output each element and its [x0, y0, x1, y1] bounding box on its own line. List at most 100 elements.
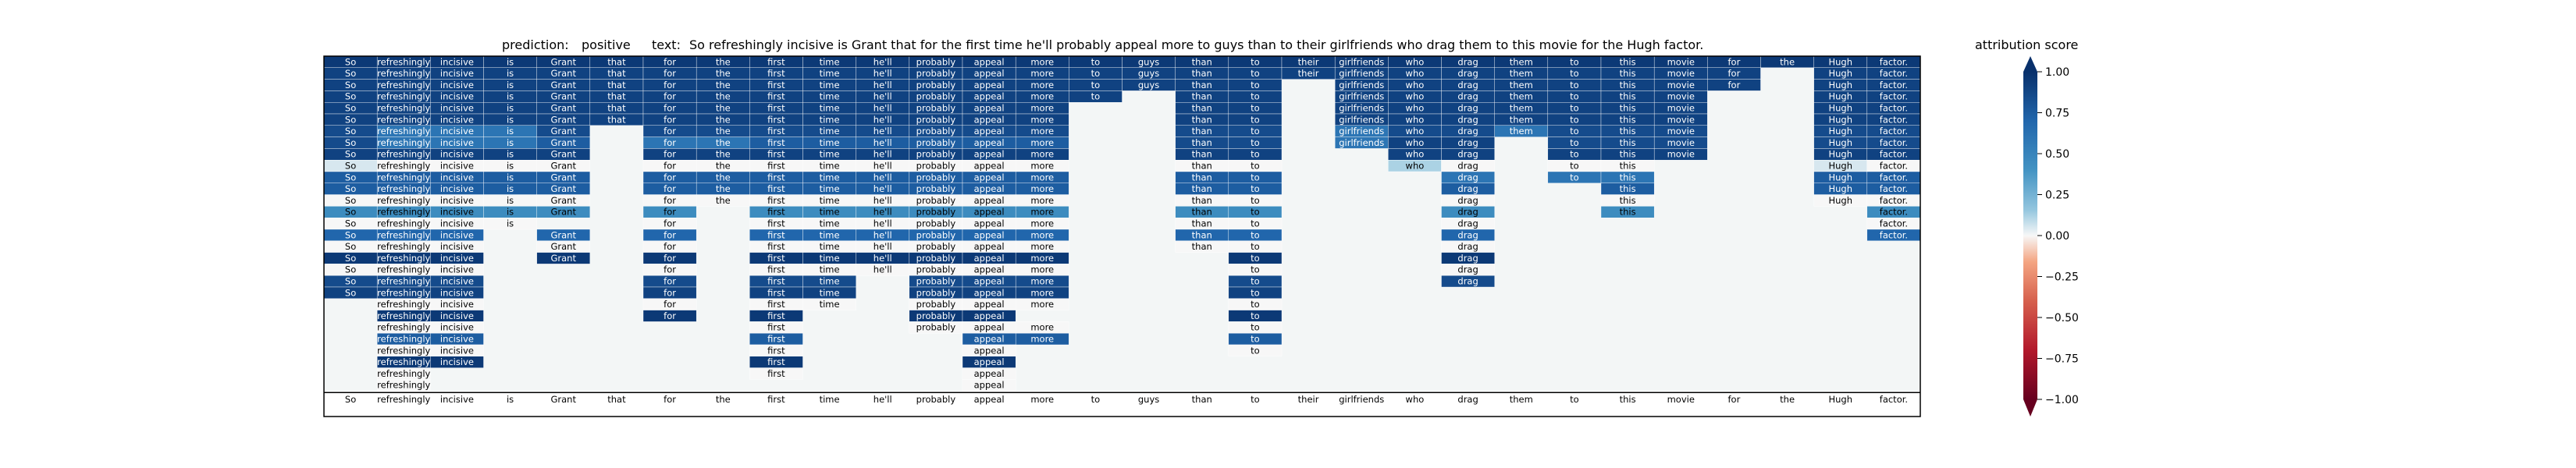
heatmap-cell-label: to — [1251, 183, 1260, 194]
heatmap-cell-label: for — [664, 229, 676, 240]
heatmap-cell-label: probably — [916, 322, 956, 333]
reference-token-label: first — [767, 394, 785, 405]
heatmap-cell-label: for — [664, 114, 676, 125]
heatmap-cell-label: more — [1030, 195, 1054, 206]
colorbar-tick-label: 0.75 — [2045, 108, 2069, 120]
heatmap-cell-label: incisive — [440, 103, 474, 114]
heatmap-cell-label: first — [767, 334, 785, 345]
heatmap-cell-label: to — [1570, 172, 1579, 183]
heatmap-cell-label: more — [1030, 264, 1054, 275]
heatmap-cell-label: refreshingly — [377, 195, 430, 206]
heatmap-cell-label: factor. — [1880, 103, 1908, 114]
heatmap-cell — [1653, 148, 1708, 161]
heatmap-cell-label: incisive — [440, 334, 474, 345]
heatmap-cell-label: Hugh — [1828, 183, 1852, 194]
heatmap-cell-label: for — [664, 80, 676, 90]
reference-token-label: factor. — [1880, 394, 1908, 405]
heatmap-cell-label: than — [1192, 161, 1212, 172]
heatmap-cell-label: incisive — [440, 276, 474, 287]
reference-token-label: more — [1030, 394, 1054, 405]
heatmap-cell-label: first — [767, 276, 785, 287]
heatmap-cell-label: first — [767, 126, 785, 136]
heatmap-cell-label: them — [1510, 103, 1533, 114]
heatmap-cell-label: than — [1192, 80, 1212, 90]
heatmap-cell-label: appeal — [974, 126, 1005, 136]
heatmap-cell-label: is — [507, 149, 514, 160]
heatmap-cell-label: refreshingly — [377, 322, 430, 333]
heatmap-cell-label: is — [507, 103, 514, 114]
heatmap-cell-label: So — [345, 241, 356, 252]
heatmap-cell-label: time — [820, 149, 840, 160]
reference-token-label: incisive — [440, 394, 474, 405]
heatmap-cell-label: appeal — [974, 149, 1005, 160]
heatmap-cell-label: factor. — [1880, 172, 1908, 183]
heatmap-cell-label: drag — [1457, 126, 1478, 136]
reference-token-label: to — [1570, 394, 1579, 405]
heatmap-cell-label: them — [1510, 126, 1533, 136]
heatmap-cell-label: drag — [1457, 137, 1478, 148]
heatmap-cell-label: time — [820, 264, 840, 275]
heatmap-cell-label: to — [1251, 276, 1260, 287]
heatmap-cell-label: refreshingly — [377, 172, 430, 183]
reference-token-label: movie — [1667, 394, 1695, 405]
heatmap-cell-label: factor. — [1880, 114, 1908, 125]
heatmap-cell-label: more — [1030, 126, 1054, 136]
heatmap-cell-label: probably — [916, 229, 956, 240]
heatmap-cell-label: to — [1570, 161, 1579, 172]
heatmap-cell-label: he'll — [873, 91, 892, 102]
heatmap-frame — [323, 55, 1921, 417]
heatmap-cell-label: refreshingly — [377, 276, 430, 287]
colorbar-tick-label: 0.50 — [2045, 148, 2069, 161]
heatmap-cell-label: probably — [916, 299, 956, 310]
heatmap-cell-label: So — [345, 68, 356, 79]
heatmap-cell-label: time — [820, 253, 840, 264]
heatmap-cell-label: time — [820, 276, 840, 287]
heatmap-cell-label: first — [767, 172, 785, 183]
heatmap-cell-label: time — [820, 80, 840, 90]
heatmap-cell-label: refreshingly — [377, 183, 430, 194]
heatmap-cell-label: Grant — [551, 172, 577, 183]
heatmap-cell-label: to — [1251, 114, 1260, 125]
heatmap-cell-label: he'll — [873, 68, 892, 79]
heatmap-cell-label: to — [1251, 137, 1260, 148]
heatmap-cell-label: this — [1620, 161, 1636, 172]
heatmap-cell-label: movie — [1667, 68, 1695, 79]
heatmap-cell — [536, 252, 591, 264]
heatmap-cell-label: to — [1570, 56, 1579, 67]
heatmap-cell-label: drag — [1457, 114, 1478, 125]
heatmap-cell-label: refreshingly — [377, 334, 430, 345]
heatmap-cell-label: girlfriends — [1339, 114, 1384, 125]
heatmap-cell-label: probably — [916, 114, 956, 125]
colorbar-ticks: 1.00 0.75 0.50 0.25 0.00 −0.25 −0.50 −0.75 −1.00 — [2037, 66, 2079, 406]
heatmap-cell-label: probably — [916, 80, 956, 90]
heatmap-cell-label: first — [767, 137, 785, 148]
heatmap-cell-label: So — [345, 56, 356, 67]
heatmap-cell-label: appeal — [974, 172, 1005, 183]
heatmap-cell-label: for — [664, 299, 676, 310]
heatmap-cell-label: this — [1620, 56, 1636, 67]
heatmap-cell-label: more — [1030, 287, 1054, 298]
heatmap-cell-label: he'll — [873, 161, 892, 172]
heatmap-cell-label: factor. — [1880, 137, 1908, 148]
heatmap-cell-label: the — [716, 68, 731, 79]
heatmap-cell-label: refreshingly — [377, 356, 430, 367]
heatmap-cell-label: for — [664, 172, 676, 183]
reference-token-label: who — [1406, 394, 1425, 405]
heatmap-cell-label: refreshingly — [377, 91, 430, 102]
heatmap-cell-label: probably — [916, 137, 956, 148]
heatmap-cell-label: to — [1091, 91, 1101, 102]
heatmap-cell-label: So — [345, 287, 356, 298]
heatmap-cell-label: factor. — [1880, 91, 1908, 102]
heatmap-cell-label: more — [1030, 80, 1054, 90]
heatmap-cell-label: factor. — [1880, 68, 1908, 79]
heatmap-cell-label: first — [767, 264, 785, 275]
heatmap-cell-label: he'll — [873, 218, 892, 229]
heatmap-cell-label: for — [664, 218, 676, 229]
heatmap-cell-label: drag — [1457, 253, 1478, 264]
heatmap-cell-label: who — [1406, 91, 1425, 102]
heatmap-cell-label: incisive — [440, 172, 474, 183]
heatmap-cell — [1015, 333, 1069, 346]
heatmap-cell-label: Hugh — [1828, 68, 1852, 79]
heatmap-cell-label: So — [345, 137, 356, 148]
heatmap-cell-label: than — [1192, 183, 1212, 194]
